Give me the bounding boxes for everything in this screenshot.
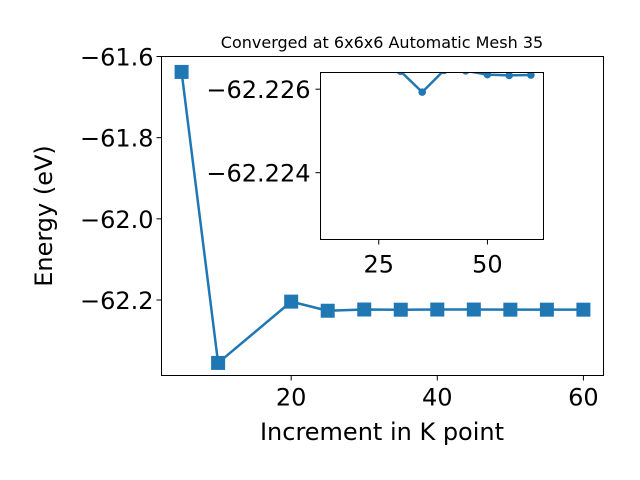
- main-data-point: [211, 355, 226, 370]
- inset-plot: 25 50 −62.226 −62.224: [206, 72, 544, 279]
- inset-y-ticks: −62.226 −62.224: [206, 76, 321, 188]
- main-data-point: [393, 302, 408, 317]
- main-axes-frame: [161, 56, 604, 376]
- inset-series: [396, 72, 535, 96]
- y-axis-label: Energy (eV): [30, 145, 58, 287]
- main-data-point: [320, 303, 335, 318]
- main-data-point: [430, 302, 445, 317]
- main-data-point: [284, 294, 299, 309]
- y-tick-label: −61.6: [80, 44, 154, 72]
- main-plot: 20 40 60 −61.6 −61.8 −62.0 −62.2 Converged at…: [30, 33, 604, 446]
- inset-data-point: [418, 88, 427, 96]
- x-tick-label: 60: [568, 384, 599, 412]
- inset-data-point: [505, 72, 513, 80]
- inset-x-tick-label: 50: [472, 251, 503, 279]
- main-data-point: [174, 64, 189, 79]
- main-data-point: [576, 302, 591, 317]
- inset-data-point: [483, 72, 492, 79]
- inset-axes-frame: [320, 72, 544, 240]
- chart-title: Converged at 6x6x6 Automatic Mesh 35: [221, 33, 543, 52]
- main-y-ticks: −61.6 −61.8 −62.0 −62.2: [80, 44, 162, 315]
- inset-y-tick-label: −62.226: [206, 76, 310, 104]
- inset-x-tick-label: 25: [363, 251, 394, 279]
- y-tick-label: −61.8: [80, 125, 154, 153]
- x-tick-label: 40: [422, 384, 453, 412]
- y-tick-label: −62.2: [80, 287, 154, 315]
- x-tick-label: 20: [276, 384, 307, 412]
- x-axis-label: Increment in K point: [260, 418, 504, 446]
- inset-y-tick-label: −62.224: [206, 160, 310, 188]
- main-data-point: [503, 302, 518, 317]
- inset-x-ticks: 25 50: [363, 239, 503, 279]
- main-data-point: [539, 302, 554, 317]
- inset-data-point: [527, 72, 535, 79]
- main-x-ticks: 20 40 60: [276, 375, 599, 412]
- main-series: [174, 64, 591, 370]
- main-data-point: [357, 302, 372, 317]
- y-tick-label: −62.0: [80, 206, 154, 234]
- inset-background: [320, 72, 544, 240]
- main-data-point: [466, 302, 481, 317]
